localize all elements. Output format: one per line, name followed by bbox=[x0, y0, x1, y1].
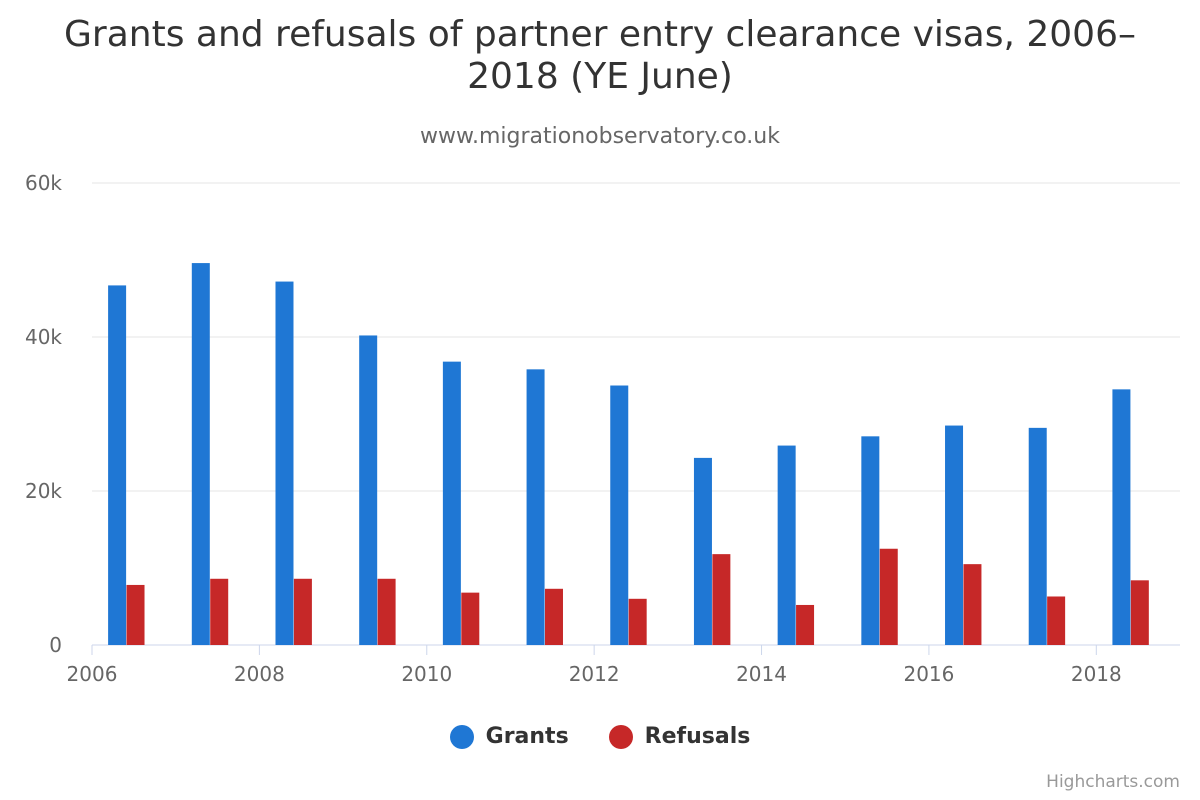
legend-item-grants[interactable]: Grants bbox=[449, 724, 569, 749]
chart-title-line-2: 2018 (YE June) bbox=[467, 56, 733, 97]
bar-grants-2009 bbox=[359, 335, 378, 645]
bar-grants-2011 bbox=[526, 369, 545, 645]
bar-refusals-2009 bbox=[377, 578, 396, 645]
bar-grants-2014 bbox=[777, 445, 796, 645]
bar-refusals-2011 bbox=[544, 588, 563, 645]
bar-refusals-2018 bbox=[1130, 580, 1149, 645]
bar-grants-2016 bbox=[945, 425, 964, 645]
bar-grants-2012 bbox=[610, 385, 629, 645]
y-tick-label: 20k bbox=[25, 479, 62, 503]
bar-grants-2018 bbox=[1112, 389, 1131, 645]
bar-grants-2008 bbox=[275, 281, 294, 645]
bar-refusals-2015 bbox=[879, 548, 898, 645]
legend-symbol-refusals bbox=[608, 724, 633, 749]
chart-subtitle: www.migrationobservatory.co.uk bbox=[420, 124, 780, 149]
y-tick-label: 40k bbox=[25, 325, 62, 349]
legend-label-refusals: Refusals bbox=[644, 724, 751, 749]
x-tick-label: 2016 bbox=[903, 662, 954, 686]
x-tick-label: 2012 bbox=[569, 662, 620, 686]
x-tick-label: 2010 bbox=[401, 662, 452, 686]
y-tick-label: 60k bbox=[25, 171, 62, 195]
x-tick-label: 2014 bbox=[736, 662, 787, 686]
bar-refusals-2008 bbox=[293, 578, 312, 645]
bar-refusals-2013 bbox=[712, 554, 731, 645]
chart-title-line-1: Grants and refusals of partner entry cle… bbox=[64, 14, 1136, 55]
x-tick-label: 2018 bbox=[1071, 662, 1122, 686]
bar-grants-2015 bbox=[861, 436, 880, 645]
bar-grants-2017 bbox=[1028, 427, 1047, 645]
bar-refusals-2014 bbox=[796, 604, 815, 645]
bar-refusals-2007 bbox=[210, 578, 229, 645]
legend-label-grants: Grants bbox=[485, 724, 569, 749]
bar-refusals-2006 bbox=[126, 584, 145, 645]
bar-refusals-2012 bbox=[628, 598, 647, 645]
y-tick-label: 0 bbox=[49, 633, 62, 657]
legend-symbol-grants bbox=[449, 724, 474, 749]
bar-grants-2006 bbox=[108, 285, 127, 645]
bar-refusals-2017 bbox=[1047, 596, 1066, 645]
bar-grants-2013 bbox=[693, 457, 712, 645]
chart-title: Grants and refusals of partner entry cle… bbox=[0, 14, 1200, 98]
bar-grants-2007 bbox=[191, 263, 210, 645]
x-tick-label: 2008 bbox=[234, 662, 285, 686]
bar-refusals-2010 bbox=[461, 592, 480, 645]
chart-credits[interactable]: Highcharts.com bbox=[1046, 772, 1180, 792]
bar-refusals-2016 bbox=[963, 564, 982, 645]
x-tick-label: 2006 bbox=[67, 662, 118, 686]
chart-legend: Grants Refusals bbox=[0, 724, 1200, 749]
bar-grants-2010 bbox=[442, 361, 461, 645]
legend-item-refusals[interactable]: Refusals bbox=[608, 724, 751, 749]
